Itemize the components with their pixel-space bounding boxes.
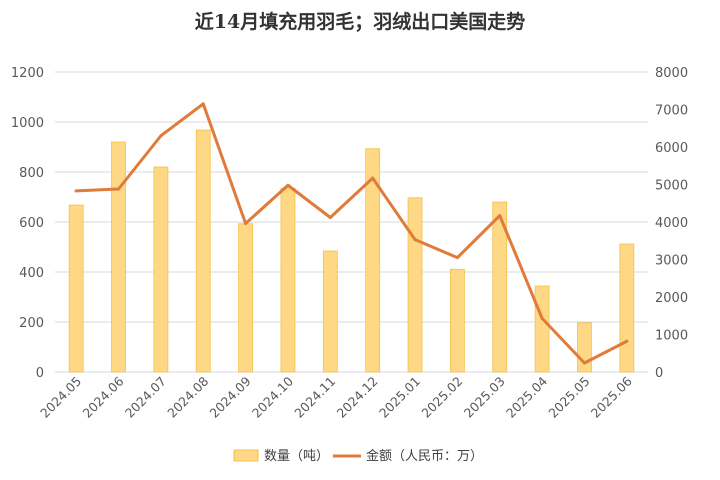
bar: [68, 204, 84, 373]
x-tick-label: 2025.04: [503, 373, 550, 420]
line-point: [455, 256, 459, 260]
y-left-tick-label: 800: [19, 166, 44, 181]
y-right-tick-label: 4000: [655, 216, 688, 231]
y-right-tick-label: 8000: [655, 66, 688, 81]
legend-swatch-bar: [233, 449, 259, 462]
y-right-tick-label: 6000: [655, 141, 688, 156]
bar: [577, 322, 592, 373]
y-left-tick-label: 400: [19, 266, 44, 281]
line-point: [328, 216, 332, 219]
x-tick-label: 2025.02: [418, 374, 465, 421]
y-left-tick-label: 200: [19, 316, 44, 331]
legend-label-bar: 数量（吨）: [264, 449, 329, 464]
y-left-tick-label: 600: [19, 216, 44, 231]
line-point: [117, 187, 121, 191]
x-tick-label: 2024.05: [37, 374, 84, 421]
x-tick-label: 2025.03: [461, 374, 508, 421]
y-right-tick-label: 7000: [655, 104, 688, 119]
bar: [492, 201, 508, 373]
line-point: [540, 316, 544, 320]
line-point: [371, 176, 375, 180]
y-right-tick-label: 1000: [655, 329, 688, 344]
line-point: [159, 134, 163, 138]
line-point: [286, 183, 290, 187]
x-tick-label: 2024.09: [207, 373, 254, 420]
y-right-tick-label: 0: [655, 366, 663, 381]
x-tick-label: 2025.01: [376, 374, 423, 421]
y-left-tick-label: 1200: [11, 66, 44, 81]
x-tick-label: 2025.06: [588, 373, 635, 420]
bar: [238, 223, 254, 373]
line-point: [201, 102, 205, 106]
bar: [534, 285, 550, 373]
line-point: [498, 214, 502, 218]
bar: [153, 166, 169, 373]
y-right-tick-label: 3000: [655, 254, 688, 269]
x-tick-label: 2025.05: [545, 374, 592, 421]
y-right-tick-label: 2000: [655, 291, 688, 306]
bar: [280, 187, 296, 373]
x-tick-label: 2024.06: [79, 373, 126, 420]
x-tick-label: 2024.10: [249, 373, 296, 420]
chart-title: 近14月填充用羽毛；羽绒出口美国走势: [195, 10, 525, 33]
x-tick-label: 2024.08: [164, 373, 211, 420]
x-tick-label: 2024.07: [122, 374, 169, 421]
line-point: [625, 339, 629, 343]
line-point: [74, 189, 78, 193]
legend: 数量（吨） 金额（人民币：万）: [233, 448, 483, 464]
legend-label-line: 金额（人民币：万）: [366, 448, 483, 464]
line-point: [582, 361, 586, 365]
y-right-tick-label: 5000: [655, 179, 688, 194]
x-tick-label: 2024.11: [291, 374, 338, 421]
y-left-tick-label: 1000: [11, 116, 44, 131]
bar: [449, 268, 465, 373]
bar: [111, 141, 126, 373]
y-left-tick-label: 0: [36, 366, 44, 381]
bar: [365, 148, 381, 373]
line-point: [244, 222, 248, 225]
bar: [619, 243, 635, 373]
bar: [195, 129, 211, 373]
bar: [407, 197, 423, 373]
x-tick-label: 2024.12: [334, 374, 381, 421]
bar: [322, 250, 338, 373]
line-series: [74, 102, 629, 365]
line-point: [413, 238, 417, 242]
